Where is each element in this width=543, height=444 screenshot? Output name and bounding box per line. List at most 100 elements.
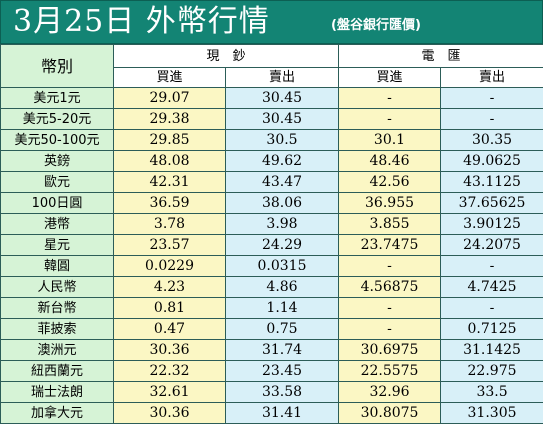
table-row: 美元1元 29.07 30.45- - (0, 87, 543, 109)
wire-buy-value: 3.855 (338, 213, 442, 235)
currency-name: 歐元 (0, 171, 114, 193)
currency-name: 美元1元 (0, 87, 114, 109)
cash-buy-value: 29.85 (113, 129, 226, 151)
cash-sell-value: 23.45 (224, 360, 340, 382)
wire-buy-value: 48.46 (338, 150, 442, 172)
rates-table: 幣別 現 鈔 電 匯 買進 賣出 買進 賣出 美元1元 29.07 30.45- - 美… (0, 44, 543, 424)
wire-buy-value: - (338, 318, 442, 340)
title-bar: 3月25日 外幣行情 (盤谷銀行匯價) (0, 0, 543, 44)
wire-sell-value: 37.65625 (440, 192, 543, 214)
cash-sell-value: 31.74 (224, 339, 340, 361)
cash-sell-header: 賣出 (224, 67, 340, 88)
currency-name: 英鎊 (0, 150, 114, 172)
cash-sell-value: 38.06 (224, 192, 340, 214)
wire-sell-value: 43.1125 (440, 171, 543, 193)
wire-sell-value: 31.1425 (440, 339, 543, 361)
cash-buy-value: 42.31 (113, 171, 226, 193)
currency-name: 加拿大元 (0, 402, 114, 424)
cash-buy-value: 23.57 (113, 234, 226, 256)
cash-sell-value: 49.62 (224, 150, 340, 172)
currency-name: 美元50-100元 (0, 129, 114, 151)
header-row-top: 幣別 現 鈔 電 匯 (0, 44, 543, 88)
currency-header: 幣別 (0, 44, 114, 88)
wire-buy-value: 30.6975 (338, 339, 442, 361)
wire-buy-header: 買進 (338, 67, 442, 88)
cash-buy-value: 32.61 (113, 381, 226, 403)
cash-sell-value: 0.0315 (224, 255, 340, 277)
wire-sell-value: 22.975 (440, 360, 543, 382)
cash-sell-value: 24.29 (224, 234, 340, 256)
table-row: 人民幣 4.23 4.86 4.56875 4.7425 (0, 276, 543, 298)
cash-sell-value: 30.5 (224, 129, 340, 151)
wire-header: 電 匯 (338, 44, 543, 68)
source-note: (盤谷銀行匯價) (331, 18, 421, 33)
table-row: 韓圓 0.0229 0.0315- - (0, 255, 543, 277)
table-row: 瑞士法朗 32.61 33.58 32.96 33.5 (0, 381, 543, 403)
table-row: 新台幣 0.81 1.14- - (0, 297, 543, 319)
table-row: 港幣 3.78 3.98 3.855 3.90125 (0, 213, 543, 235)
cash-sell-value: 30.45 (224, 87, 340, 109)
cash-buy-value: 0.0229 (113, 255, 226, 277)
table-row: 加拿大元 30.36 31.41 30.8075 31.305 (0, 402, 543, 424)
wire-sell-value: 24.2075 (440, 234, 543, 256)
cash-buy-value: 48.08 (113, 150, 226, 172)
table-row: 美元50-100元 29.85 30.5 30.1 30.35 (0, 129, 543, 151)
wire-sell-value: - (440, 255, 543, 277)
currency-name: 美元5-20元 (0, 108, 114, 130)
table-row: 美元5-20元 29.38 30.45- - (0, 108, 543, 130)
wire-sell-value: 31.305 (440, 402, 543, 424)
wire-sell-value: - (440, 108, 543, 130)
cash-sell-value: 30.45 (224, 108, 340, 130)
cash-buy-value: 29.38 (113, 108, 226, 130)
currency-name: 星元 (0, 234, 114, 256)
currency-name: 港幣 (0, 213, 114, 235)
wire-sell-value: 49.0625 (440, 150, 543, 172)
wire-buy-value: 32.96 (338, 381, 442, 403)
currency-name: 澳洲元 (0, 339, 114, 361)
wire-sell-header: 賣出 (440, 67, 543, 88)
header-row-sub: 買進 賣出 買進 賣出 (1, 67, 543, 88)
wire-sell-value: - (440, 297, 543, 319)
wire-buy-value: 30.1 (338, 129, 442, 151)
currency-name: 韓圓 (0, 255, 114, 277)
cash-sell-value: 33.58 (224, 381, 340, 403)
cash-sell-value: 4.86 (224, 276, 340, 298)
cash-buy-value: 36.59 (113, 192, 226, 214)
table-row: 紐西蘭元 22.32 23.45 22.5575 22.975 (0, 360, 543, 382)
wire-buy-value: - (338, 297, 442, 319)
wire-sell-value: 3.90125 (440, 213, 543, 235)
cash-buy-value: 0.47 (113, 318, 226, 340)
wire-buy-value: 22.5575 (338, 360, 442, 382)
wire-buy-value: 23.7475 (338, 234, 442, 256)
currency-name: 菲披索 (0, 318, 114, 340)
table-row: 菲披索 0.47 0.75-0.7125 (0, 318, 543, 340)
currency-name: 瑞士法朗 (0, 381, 114, 403)
wire-buy-value: - (338, 87, 442, 109)
table-row: 星元 23.57 24.29 23.7475 24.2075 (0, 234, 543, 256)
currency-name: 新台幣 (0, 297, 114, 319)
cash-sell-value: 3.98 (224, 213, 340, 235)
cash-buy-value: 3.78 (113, 213, 226, 235)
table-row: 澳洲元 30.36 31.74 30.6975 31.1425 (0, 339, 543, 361)
wire-buy-value: 36.955 (338, 192, 442, 214)
cash-sell-value: 1.14 (224, 297, 340, 319)
cash-sell-value: 0.75 (224, 318, 340, 340)
wire-sell-value: 33.5 (440, 381, 543, 403)
cash-buy-value: 29.07 (113, 87, 226, 109)
cash-buy-value: 30.36 (113, 402, 226, 424)
currency-name: 紐西蘭元 (0, 360, 114, 382)
wire-buy-value: - (338, 255, 442, 277)
cash-buy-value: 30.36 (113, 339, 226, 361)
wire-sell-value: 0.7125 (440, 318, 543, 340)
wire-sell-value: 4.7425 (440, 276, 543, 298)
cash-sell-value: 43.47 (224, 171, 340, 193)
wire-buy-value: 4.56875 (338, 276, 442, 298)
cash-buy-value: 0.81 (113, 297, 226, 319)
cash-buy-value: 4.23 (113, 276, 226, 298)
table-row: 歐元 42.31 43.47 42.56 43.1125 (0, 171, 543, 193)
page-title: 3月25日 外幣行情 (13, 4, 270, 39)
currency-name: 人民幣 (0, 276, 114, 298)
wire-sell-value: 30.35 (440, 129, 543, 151)
wire-sell-value: - (440, 87, 543, 109)
